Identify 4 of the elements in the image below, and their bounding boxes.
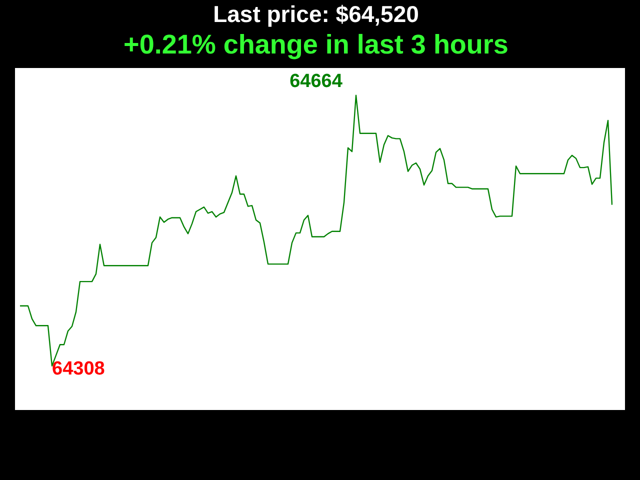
- data-label: 64664: [290, 71, 343, 92]
- chart-title: Last price: $64,520: [213, 1, 419, 28]
- data-label: 64308: [52, 358, 105, 380]
- chart-subtitle: +0.21% change in last 3 hours: [124, 29, 508, 60]
